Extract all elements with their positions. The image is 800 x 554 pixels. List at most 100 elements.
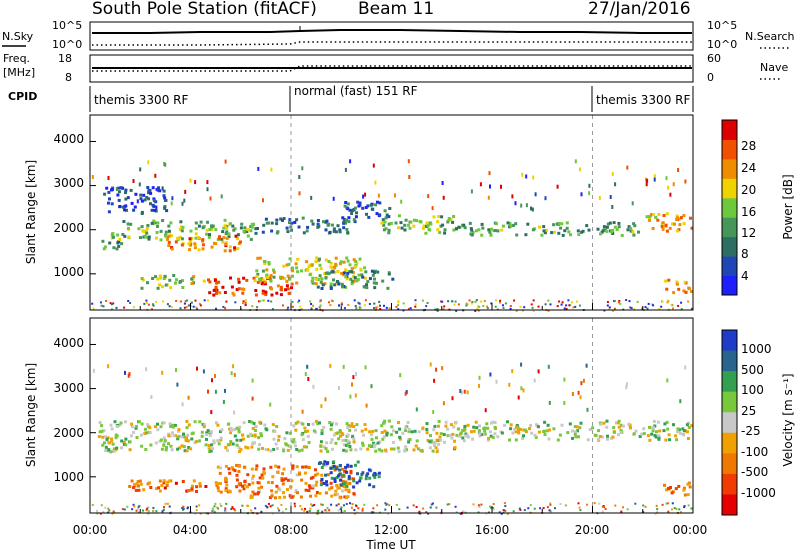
- velocity-cell: [598, 502, 601, 505]
- power-cell: [206, 220, 209, 224]
- power-cell: [388, 307, 391, 310]
- velocity-cell: [429, 506, 432, 509]
- velocity-cell: [442, 433, 446, 436]
- velocity-cell: [634, 502, 637, 505]
- velocity-cell: [338, 468, 342, 472]
- velocity-cell: [278, 509, 281, 512]
- power-cell: [412, 218, 416, 222]
- power-cell: [179, 300, 182, 303]
- velocity-cell: [336, 474, 340, 478]
- power-cell: [572, 306, 575, 309]
- power-cell: [214, 228, 218, 232]
- velocity-cell: [350, 477, 354, 481]
- power-cell: [346, 231, 350, 235]
- velocity-cell: [324, 397, 327, 402]
- velocity-cell: [573, 425, 577, 429]
- velocity-cell: [224, 510, 227, 513]
- power-cell: [151, 203, 155, 207]
- power-cell: [236, 237, 239, 241]
- velocity-cell: [229, 440, 233, 444]
- power-cell: [209, 196, 212, 201]
- velocity-cell: [667, 433, 671, 437]
- power-cell: [613, 307, 616, 310]
- velocity-cell: [312, 429, 316, 433]
- velocity-cell: [620, 510, 623, 513]
- power-cell: [265, 268, 269, 272]
- velocity-cell: [679, 431, 682, 435]
- power-cell: [102, 247, 106, 251]
- power-cell: [347, 220, 351, 224]
- power-cell: [570, 301, 573, 304]
- power-cell: [218, 235, 221, 239]
- power-cell: [295, 281, 299, 285]
- velocity-cell: [414, 444, 418, 448]
- power-cell: [605, 225, 609, 229]
- velocity-cell: [352, 485, 356, 489]
- velocity-cell: [282, 447, 286, 451]
- power-cell: [439, 224, 443, 228]
- power-cell: [637, 230, 640, 234]
- power-cell: [488, 171, 491, 176]
- velocity-cell: [168, 422, 172, 426]
- power-cell: [286, 230, 290, 234]
- power-cell: [630, 307, 633, 310]
- velocity-cell: [385, 433, 389, 437]
- velocity-cell: [492, 508, 495, 511]
- velocity-cell: [266, 506, 269, 509]
- velocity-cell: [325, 483, 329, 487]
- power-cell: [129, 222, 133, 226]
- velocity-cell: [601, 435, 605, 439]
- power-cell: [147, 235, 151, 239]
- power-cell: [164, 162, 167, 167]
- velocity-cell: [343, 504, 345, 507]
- power-cell: [440, 300, 443, 303]
- power-cell: [680, 301, 683, 304]
- velocity-cell: [490, 506, 492, 509]
- velocity-cell: [406, 506, 409, 509]
- power-cell: [261, 269, 265, 273]
- velocity-cell: [140, 444, 144, 448]
- velocity-cell: [370, 437, 374, 441]
- velocity-cell: [668, 438, 672, 442]
- velocity-cell: [426, 439, 430, 442]
- power-cell: [196, 308, 199, 311]
- velocity-cell: [688, 485, 692, 489]
- power-cell: [349, 159, 352, 164]
- velocity-cell: [314, 483, 318, 487]
- power-cell: [192, 305, 195, 308]
- velocity-cell: [128, 448, 132, 452]
- velocity-cell: [301, 422, 305, 426]
- power-cell: [400, 226, 404, 230]
- power-cell: [167, 234, 171, 238]
- power-cell: [244, 299, 247, 302]
- velocity-cell: [611, 435, 615, 439]
- title-station: South Pole Station (fitACF): [92, 0, 317, 19]
- power-cell: [146, 281, 149, 285]
- velocity-cell: [415, 506, 418, 508]
- velocity-cell: [571, 429, 575, 433]
- power-cell: [231, 224, 235, 228]
- velocity-cell: [391, 440, 395, 444]
- velocity-cell: [354, 463, 357, 467]
- velocity-cell: [335, 467, 338, 471]
- power-cell: [254, 231, 258, 235]
- power-cell: [628, 300, 631, 303]
- colorbar-swatch: [722, 256, 737, 277]
- velocity-cell: [194, 512, 197, 515]
- power-cell: [687, 300, 690, 303]
- power-cell: [117, 198, 121, 202]
- velocity-cell: [293, 502, 296, 505]
- power-cell: [547, 309, 550, 312]
- power-cell: [455, 309, 458, 312]
- power-cell: [194, 227, 198, 231]
- power-cell: [319, 267, 323, 271]
- power-cell: [262, 223, 266, 227]
- velocity-cell: [322, 462, 326, 466]
- power-cell: [249, 237, 253, 241]
- power-cell: [108, 197, 111, 201]
- power-cell: [325, 219, 329, 223]
- power-cell: [482, 304, 485, 307]
- velocity-cell: [448, 503, 451, 506]
- power-cell: [267, 262, 271, 266]
- velocity-cell: [219, 430, 222, 433]
